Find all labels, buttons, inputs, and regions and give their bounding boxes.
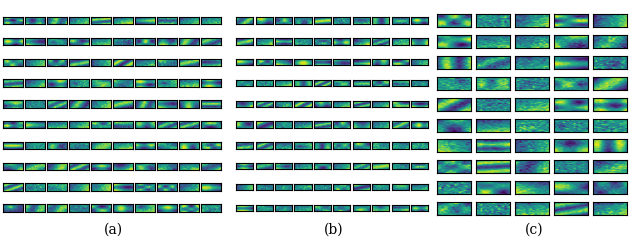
Text: (b): (b) [323, 223, 343, 237]
Text: (a): (a) [104, 223, 122, 237]
Text: (c): (c) [525, 223, 544, 237]
